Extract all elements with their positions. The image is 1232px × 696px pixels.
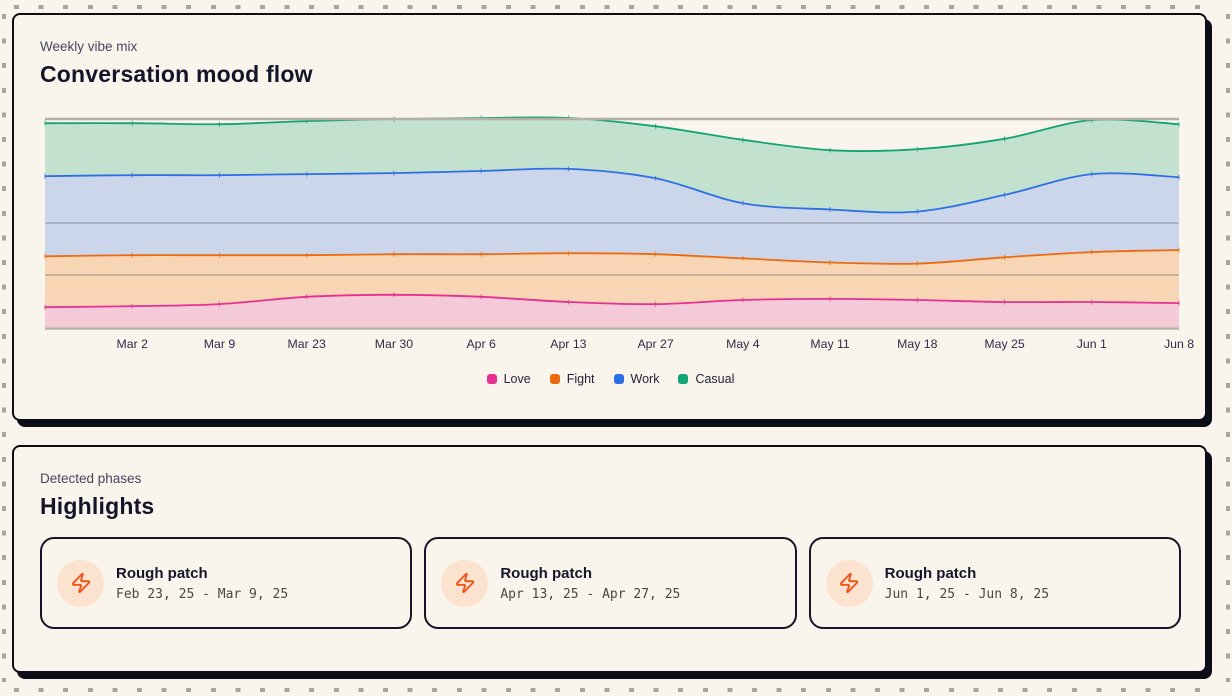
svg-text:May 11: May 11 [810, 337, 850, 351]
svg-text:May 4: May 4 [726, 337, 760, 351]
work-swatch-icon [613, 374, 624, 384]
zap-icon-badge [57, 559, 104, 607]
svg-text:Mar 9: Mar 9 [204, 337, 236, 351]
zap-icon-badge [441, 559, 489, 607]
highlight-date-range: Apr 13, 25 - Apr 27, 25 [500, 586, 681, 602]
legend-item-work[interactable]: Work [613, 372, 660, 386]
mood-flow-chart[interactable]: Mar 2 Mar 9 Mar 23 Mar 30 Apr 6 Apr 13 Apr 27 M… [44, 115, 1194, 351]
highlights-card-eyebrow: Detected phases [40, 471, 142, 486]
highlights-card: Detected phases Highlights Rough patch F… [12, 445, 1207, 673]
ruler-ticks-right [1226, 14, 1230, 682]
legend-label: Work [630, 372, 660, 386]
stacked-area-chart-canvas[interactable]: Mar 2 Mar 9 Mar 23 Mar 30 Apr 6 Apr 13 Apr 27 M… [44, 115, 1194, 351]
chart-legend: Love Fight Work Casual [40, 372, 1181, 386]
svg-text:Mar 30: Mar 30 [375, 337, 413, 351]
highlight-date-range: Jun 1, 25 - Jun 8, 25 [884, 586, 1050, 602]
highlight-title: Rough patch [116, 564, 208, 582]
legend-label: Casual [695, 372, 735, 386]
svg-text:Jun 1: Jun 1 [1077, 337, 1107, 351]
mood-flow-card: Weekly vibe mix Conversation mood flow M… [12, 13, 1207, 421]
legend-item-casual[interactable]: Casual [678, 372, 734, 386]
casual-swatch-icon [678, 374, 689, 384]
ruler-ticks-top [14, 5, 1218, 9]
legend-label: Fight [566, 372, 595, 386]
fight-swatch-icon [549, 374, 560, 384]
highlight-title: Rough patch [884, 564, 977, 582]
highlight-item: Rough patch Feb 23, 25 - Mar 9, 25 [40, 537, 413, 629]
svg-text:May 18: May 18 [897, 337, 937, 351]
highlights-list: Rough patch Feb 23, 25 - Mar 9, 25 Rough… [40, 537, 1181, 629]
highlight-item: Rough patch Jun 1, 25 - Jun 8, 25 [808, 537, 1181, 629]
svg-text:May 25: May 25 [984, 337, 1024, 351]
legend-item-love[interactable]: Love [486, 372, 531, 386]
highlight-title: Rough patch [500, 564, 592, 582]
mood-card-eyebrow: Weekly vibe mix [40, 39, 138, 54]
highlight-date-range: Feb 23, 25 - Mar 9, 25 [116, 586, 289, 602]
svg-text:Apr 27: Apr 27 [637, 337, 673, 351]
zap-icon-badge [825, 559, 873, 607]
zap-icon [455, 572, 474, 594]
love-swatch-icon [486, 374, 497, 384]
svg-text:Mar 2: Mar 2 [117, 337, 149, 351]
highlights-card-title: Highlights [40, 493, 155, 519]
legend-item-fight[interactable]: Fight [549, 372, 595, 386]
ruler-ticks-left [2, 14, 6, 682]
ruler-ticks-bottom [14, 688, 1218, 692]
mood-card-title: Conversation mood flow [40, 61, 313, 87]
svg-text:Mar 23: Mar 23 [288, 337, 326, 351]
svg-text:Apr 13: Apr 13 [550, 337, 586, 351]
svg-text:Apr 6: Apr 6 [466, 337, 496, 351]
highlight-item: Rough patch Apr 13, 25 - Apr 27, 25 [424, 537, 797, 629]
zap-icon [71, 572, 90, 594]
svg-text:Jun 8: Jun 8 [1164, 337, 1194, 351]
zap-icon [840, 572, 859, 594]
legend-label: Love [503, 372, 531, 386]
